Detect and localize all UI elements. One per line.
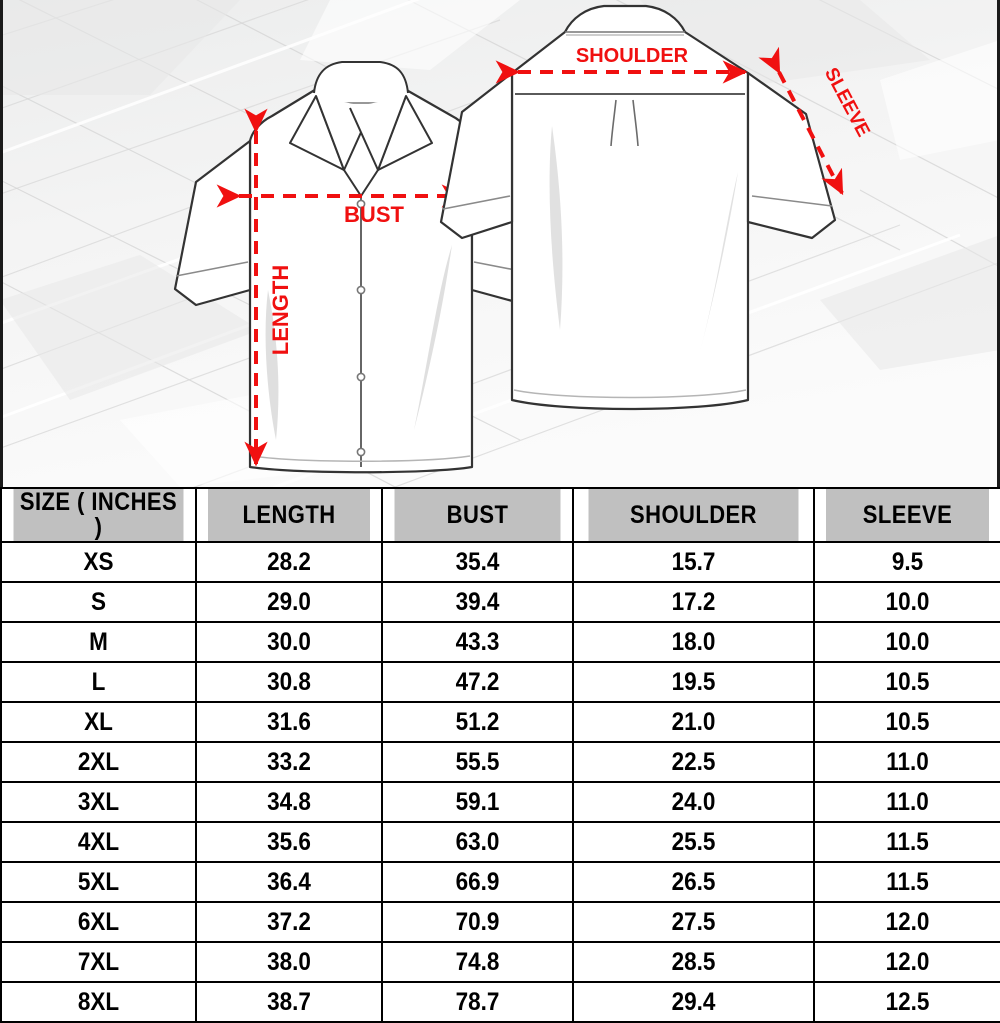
- cell-sleeve: 10.0: [822, 581, 993, 623]
- cell-bust: 55.5: [390, 741, 565, 783]
- shoulder-label: SHOULDER: [576, 45, 689, 67]
- table-header-row: SIZE ( INCHES ) LENGTH BUST SHOULDER SLE…: [1, 487, 1000, 543]
- table-row: 8XL 38.7 78.7 29.4 12.5: [1, 981, 1000, 1023]
- cell-sleeve: 12.0: [822, 901, 993, 943]
- cell-shoulder: 15.7: [584, 541, 803, 583]
- table-row: 7XL 38.0 74.8 28.5 12.0: [1, 941, 1000, 983]
- length-measurement: LENGTH: [244, 108, 293, 467]
- cell-shoulder: 29.4: [584, 981, 803, 1023]
- cell-size: 3XL: [9, 781, 188, 823]
- cell-sleeve: 11.0: [822, 781, 993, 823]
- cell-size: S: [9, 581, 188, 623]
- cell-length: 29.0: [204, 581, 374, 623]
- cell-shoulder: 19.5: [584, 661, 803, 703]
- cell-sleeve: 11.0: [822, 741, 993, 783]
- sleeve-label: SLEEVE: [820, 64, 874, 140]
- cell-bust: 74.8: [390, 941, 565, 983]
- cell-length: 30.0: [204, 621, 374, 663]
- cell-shoulder: 22.5: [584, 741, 803, 783]
- cell-bust: 35.4: [390, 541, 565, 583]
- shirt-illustration-panel: BUST LENGTH: [0, 0, 1000, 487]
- cell-shoulder: 24.0: [584, 781, 803, 823]
- panel-left-edge: [0, 0, 3, 487]
- cell-sleeve: 12.5: [822, 981, 993, 1023]
- cell-length: 30.8: [204, 661, 374, 703]
- cell-length: 38.0: [204, 941, 374, 983]
- column-header-shoulder: SHOULDER: [586, 487, 801, 543]
- table-row: 4XL 35.6 63.0 25.5 11.5: [1, 821, 1000, 863]
- cell-sleeve: 11.5: [822, 821, 993, 863]
- cell-size: 6XL: [9, 901, 188, 943]
- column-header-length: LENGTH: [206, 487, 372, 543]
- table-row: 5XL 36.4 66.9 26.5 11.5: [1, 861, 1000, 903]
- cell-size: M: [9, 621, 188, 663]
- column-header-sleeve: SLEEVE: [824, 487, 991, 543]
- cell-bust: 66.9: [390, 861, 565, 903]
- cell-size: 8XL: [9, 981, 188, 1023]
- cell-shoulder: 18.0: [584, 621, 803, 663]
- cell-bust: 59.1: [390, 781, 565, 823]
- cell-size: 4XL: [9, 821, 188, 863]
- cell-length: 36.4: [204, 861, 374, 903]
- table-row: 2XL 33.2 55.5 22.5 11.0: [1, 741, 1000, 783]
- column-header-size: SIZE ( INCHES ): [11, 487, 186, 543]
- cell-size: 5XL: [9, 861, 188, 903]
- shoulder-measurement: SHOULDER: [495, 45, 748, 84]
- length-label: LENGTH: [268, 265, 293, 355]
- cell-bust: 43.3: [390, 621, 565, 663]
- bust-label: BUST: [344, 202, 404, 227]
- shirt-button: [356, 447, 366, 457]
- cell-sleeve: 9.5: [822, 541, 993, 583]
- cell-sleeve: 10.5: [822, 701, 993, 743]
- table-row: XS 28.2 35.4 15.7 9.5: [1, 541, 1000, 583]
- table-row: 3XL 34.8 59.1 24.0 11.0: [1, 781, 1000, 823]
- cell-sleeve: 12.0: [822, 941, 993, 983]
- cell-size: XS: [9, 541, 188, 583]
- shirt-button: [356, 285, 366, 295]
- table-row: L 30.8 47.2 19.5 10.5: [1, 661, 1000, 703]
- bust-measurement: BUST: [216, 184, 467, 227]
- cell-sleeve: 10.0: [822, 621, 993, 663]
- table-row: S 29.0 39.4 17.2 10.0: [1, 581, 1000, 623]
- shirt-button: [356, 372, 366, 382]
- cell-length: 33.2: [204, 741, 374, 783]
- cell-size: 7XL: [9, 941, 188, 983]
- cell-length: 34.8: [204, 781, 374, 823]
- cell-sleeve: 11.5: [822, 861, 993, 903]
- cell-shoulder: 25.5: [584, 821, 803, 863]
- column-header-bust: BUST: [392, 487, 563, 543]
- cell-shoulder: 17.2: [584, 581, 803, 623]
- cell-bust: 63.0: [390, 821, 565, 863]
- table-row: 6XL 37.2 70.9 27.5 12.0: [1, 901, 1000, 943]
- shirt-back-view: [439, 4, 837, 411]
- cell-bust: 39.4: [390, 581, 565, 623]
- panel-right-edge: [997, 0, 1000, 487]
- cell-size: L: [9, 661, 188, 703]
- cell-bust: 51.2: [390, 701, 565, 743]
- cell-shoulder: 28.5: [584, 941, 803, 983]
- cell-bust: 78.7: [390, 981, 565, 1023]
- shirt-drawings: BUST LENGTH: [173, 4, 874, 474]
- cell-length: 38.7: [204, 981, 374, 1023]
- cell-length: 31.6: [204, 701, 374, 743]
- cell-size: 2XL: [9, 741, 188, 783]
- cell-shoulder: 26.5: [584, 861, 803, 903]
- cell-length: 37.2: [204, 901, 374, 943]
- table-row: XL 31.6 51.2 21.0 10.5: [1, 701, 1000, 743]
- cell-bust: 47.2: [390, 661, 565, 703]
- size-chart-table: SIZE ( INCHES ) LENGTH BUST SHOULDER SLE…: [0, 487, 1000, 1023]
- cell-bust: 70.9: [390, 901, 565, 943]
- cell-shoulder: 21.0: [584, 701, 803, 743]
- cell-length: 28.2: [204, 541, 374, 583]
- cell-length: 35.6: [204, 821, 374, 863]
- table-body: XS 28.2 35.4 15.7 9.5 S 29.0 39.4 17.2 1…: [1, 541, 1000, 1023]
- cell-shoulder: 27.5: [584, 901, 803, 943]
- table-row: M 30.0 43.3 18.0 10.0: [1, 621, 1000, 663]
- cell-size: XL: [9, 701, 188, 743]
- cell-sleeve: 10.5: [822, 661, 993, 703]
